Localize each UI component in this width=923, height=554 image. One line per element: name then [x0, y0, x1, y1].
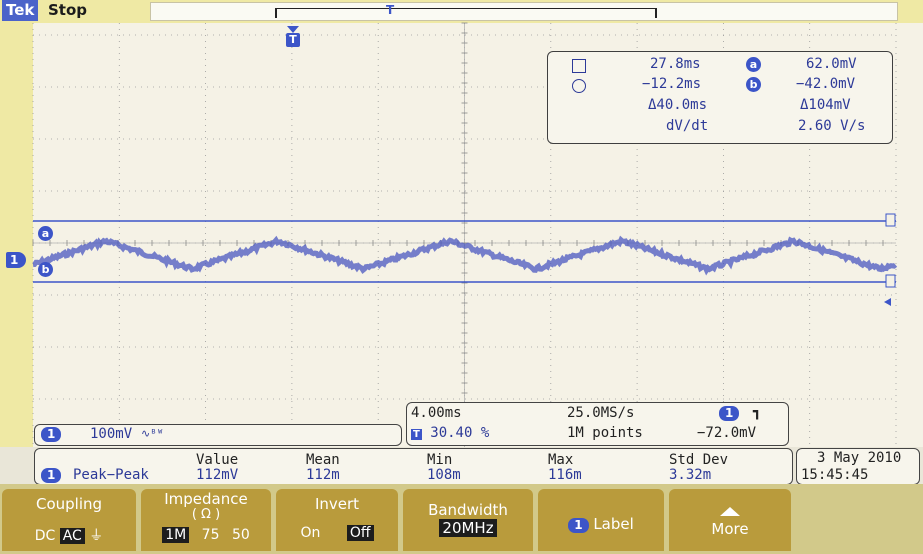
- meas-name: Peak−Peak: [73, 467, 149, 483]
- record-length: 1M points: [567, 425, 643, 441]
- bandwidth-label: Bandwidth: [428, 501, 508, 519]
- meas-mean: 112m: [306, 467, 340, 483]
- channel-scale: 100mV: [90, 426, 133, 442]
- meas-value: 112mV: [196, 467, 239, 483]
- brand-logo: Tek: [2, 0, 39, 21]
- left-marker-strip: [0, 23, 33, 447]
- trigger-level: −72.0mV: [697, 425, 757, 441]
- invert-label: Invert: [314, 495, 360, 513]
- invert-options: On Off: [276, 525, 398, 541]
- sample-rate: 25.0MS/s: [567, 405, 635, 421]
- record-view-bar: [150, 2, 898, 21]
- trigger-slope-icon: ┓: [753, 404, 762, 420]
- delta-volt: Δ104mV: [800, 97, 851, 113]
- cursor1-time: 27.8ms: [650, 56, 701, 72]
- cursor2-time: −12.2ms: [642, 76, 702, 92]
- record-trigger-marker: T: [386, 3, 395, 17]
- cursor1-volt: 62.0mV: [806, 56, 857, 72]
- bandwidth-value: 20MHz: [439, 519, 497, 537]
- cursor-b-label: b: [38, 262, 53, 277]
- square-cursor-icon: [572, 59, 586, 73]
- label-channel-badge: 1: [568, 518, 589, 533]
- impedance-unit: ( Ω ): [191, 507, 221, 522]
- bandwidth-value-wrap: 20MHz: [403, 519, 533, 537]
- invert-on[interactable]: On: [300, 525, 321, 541]
- position-trigger-icon: T: [411, 429, 422, 440]
- coupling-button[interactable]: Coupling DC AC ⏚: [2, 489, 136, 551]
- horizontal-position: T 30.40 %: [411, 425, 489, 441]
- impedance-1m[interactable]: 1M: [162, 527, 190, 543]
- coupling-gnd[interactable]: ⏚: [89, 528, 104, 544]
- label-row: 1 Label: [538, 515, 664, 533]
- cursor-a-chip: a: [746, 57, 761, 72]
- coupling-dc[interactable]: DC: [34, 528, 56, 544]
- invert-button[interactable]: Invert On Off: [276, 489, 398, 551]
- meas-min: 108m: [427, 467, 461, 483]
- measurement-panel[interactable]: Value Mean Min Max Std Dev 1 Peak−Peak 1…: [34, 448, 793, 485]
- meas-channel-badge: 1: [41, 468, 62, 483]
- cursor-readout: 27.8ms −12.2ms Δ40.0ms dV/dt a b 62.0mV …: [547, 51, 893, 144]
- impedance-label: Impedance: [164, 490, 248, 508]
- col-value: Value: [196, 452, 239, 468]
- circle-cursor-icon: [572, 79, 586, 93]
- coupling-options: DC AC ⏚: [2, 525, 136, 545]
- channel-settings[interactable]: 1 100mV ∿ᴮᵂ: [34, 424, 402, 446]
- datetime-panel: 3 May 2010 15:45:45: [796, 448, 920, 485]
- channel-1-marker[interactable]: 1: [6, 252, 26, 268]
- impedance-button[interactable]: Impedance ( Ω ) 1M 75 50: [141, 489, 271, 551]
- position-value: 30.40 %: [430, 425, 490, 441]
- col-min: Min: [427, 452, 453, 468]
- dvdt-label: dV/dt: [666, 118, 709, 134]
- impedance-options: 1M 75 50: [141, 527, 271, 543]
- meas-stddev: 3.32m: [669, 467, 712, 483]
- impedance-75[interactable]: 75: [201, 527, 220, 543]
- cursor2-volt: −42.0mV: [796, 76, 856, 92]
- channel-number-badge: 1: [41, 427, 62, 442]
- col-mean: Mean: [306, 452, 340, 468]
- date: 3 May 2010: [817, 450, 902, 466]
- coupling-label: Coupling: [35, 495, 103, 513]
- horizontal-scale: 4.00ms: [411, 405, 462, 421]
- col-stddev: Std Dev: [669, 452, 729, 468]
- coupling-ac[interactable]: AC: [59, 528, 85, 544]
- label-button[interactable]: 1 Label: [538, 489, 664, 551]
- time: 15:45:45: [801, 467, 869, 483]
- cursor-a-label: a: [38, 226, 53, 241]
- acquisition-state: Stop: [48, 1, 88, 19]
- impedance-50[interactable]: 50: [231, 527, 250, 543]
- timebase-panel[interactable]: 4.00ms 25.0MS/s 1 ┓ T 30.40 % 1M points …: [406, 402, 789, 446]
- dvdt-value: 2.60 V/s: [798, 118, 866, 134]
- trigger-letter: T: [286, 33, 300, 47]
- bandwidth-button[interactable]: Bandwidth 20MHz: [403, 489, 533, 551]
- more-label: More: [711, 520, 749, 538]
- record-view-window: [275, 8, 657, 18]
- meas-max: 116m: [548, 467, 582, 483]
- delta-time: Δ40.0ms: [648, 97, 708, 113]
- col-max: Max: [548, 452, 574, 468]
- invert-off[interactable]: Off: [346, 525, 374, 541]
- cursor-b-chip: b: [746, 77, 761, 92]
- up-arrow-icon: [720, 507, 740, 516]
- trigger-position-icon[interactable]: T: [286, 26, 300, 48]
- bandwidth-limit-icon: ∿ᴮᵂ: [141, 427, 164, 440]
- more-button[interactable]: More: [669, 489, 791, 551]
- label-text: Label: [593, 515, 634, 533]
- trigger-channel-badge: 1: [719, 406, 740, 421]
